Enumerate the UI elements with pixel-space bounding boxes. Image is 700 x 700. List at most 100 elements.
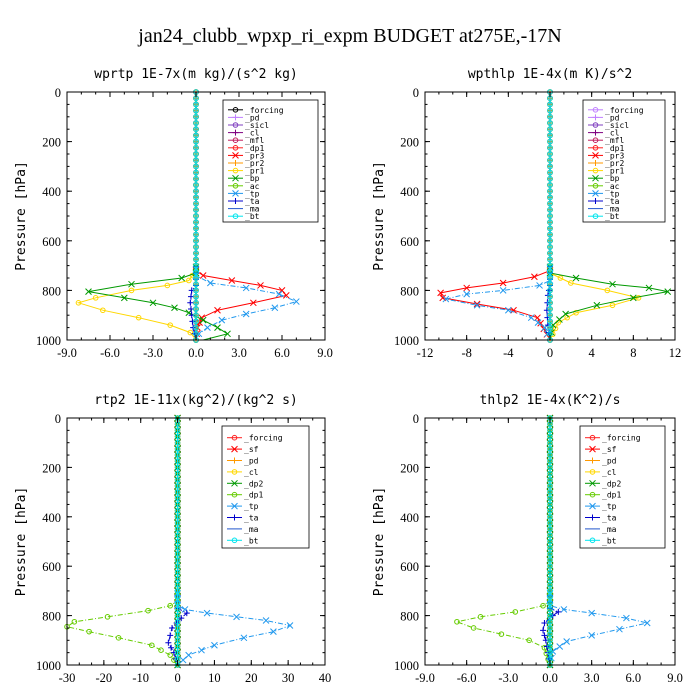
data-point xyxy=(174,514,181,520)
data-point xyxy=(271,304,279,312)
data-point xyxy=(563,638,571,645)
series-pr3 xyxy=(437,92,554,341)
panel-title: thlp2 1E-4x(K^2)/s xyxy=(480,393,621,408)
legend-marker xyxy=(232,129,239,136)
legend-label: _bt xyxy=(605,212,620,221)
panel-title: rtp2 1E-11x(kg^2)/(kg^2 s) xyxy=(94,393,298,408)
data-point xyxy=(547,194,553,201)
legend: _forcing _sf _pd _cl _dp2 _dp1 _tp _ta _ma _bt xyxy=(579,425,666,549)
data-point xyxy=(547,464,553,471)
legend-label: _bp xyxy=(245,174,260,183)
data-point xyxy=(572,274,580,282)
data-point xyxy=(547,452,553,458)
data-point xyxy=(174,495,181,502)
data-point xyxy=(588,632,596,639)
legend-label: _bt xyxy=(602,536,617,545)
y-tick-label: 800 xyxy=(42,284,61,298)
data-point xyxy=(547,262,553,269)
x-tick-label: -10 xyxy=(132,671,149,685)
data-point xyxy=(199,316,207,324)
legend-entry: _ac xyxy=(228,182,260,191)
data-point xyxy=(437,289,444,297)
data-point xyxy=(193,176,199,182)
legend-marker xyxy=(592,129,599,136)
legend-entry: _pd xyxy=(228,113,260,122)
data-point xyxy=(616,625,623,633)
data-point xyxy=(547,606,553,613)
data-point xyxy=(167,602,173,609)
data-point xyxy=(92,295,99,301)
data-point xyxy=(547,588,553,594)
data-point xyxy=(193,138,199,145)
legend-entry: _forcing xyxy=(228,106,284,115)
data-point xyxy=(543,307,550,314)
y-tick-label: 1000 xyxy=(36,334,61,348)
data-point xyxy=(185,651,192,659)
data-point xyxy=(203,609,211,617)
data-point xyxy=(187,306,194,312)
data-point xyxy=(547,312,553,319)
legend-label: _pd xyxy=(245,113,260,122)
x-tick-label: 0.0 xyxy=(542,671,558,685)
legend-label: _cl xyxy=(605,129,620,138)
data-point xyxy=(193,275,199,281)
chart-panel-1: wprtp 1E-7x(m kg)/(s^2 kg) Pressure [hPa]… xyxy=(14,67,333,360)
data-point xyxy=(623,614,630,622)
data-point xyxy=(178,274,186,282)
legend-marker xyxy=(232,167,239,174)
data-point xyxy=(198,646,205,654)
series-bt xyxy=(547,415,553,668)
data-point xyxy=(167,652,173,658)
data-point xyxy=(174,637,181,644)
legend-entry: _cl xyxy=(228,129,260,138)
data-point xyxy=(214,306,221,314)
data-point xyxy=(173,620,180,627)
legend-label: _dp1 xyxy=(245,144,264,153)
data-point xyxy=(510,306,517,314)
series-line xyxy=(439,92,551,341)
data-point xyxy=(609,302,616,309)
data-point xyxy=(547,151,553,157)
legend-marker xyxy=(592,122,599,128)
data-point xyxy=(547,625,553,631)
data-point xyxy=(547,101,553,108)
data-point xyxy=(473,301,481,309)
legend-marker xyxy=(592,167,599,174)
legend-marker xyxy=(231,479,238,487)
data-point xyxy=(174,600,181,607)
legend-label: _bp xyxy=(605,174,620,183)
y-tick-label: 1000 xyxy=(36,659,61,673)
data-point xyxy=(257,282,264,289)
data-point xyxy=(547,489,553,495)
data-point xyxy=(547,231,553,238)
data-point xyxy=(174,476,181,483)
legend-marker xyxy=(592,160,599,166)
x-tick-label: 3.0 xyxy=(231,346,247,360)
legend-entry: _forcing xyxy=(585,434,641,443)
data-point xyxy=(168,644,175,651)
data-point xyxy=(148,642,155,649)
x-tick-label: 0 xyxy=(174,671,180,685)
x-tick-label: -30 xyxy=(59,671,76,685)
data-point xyxy=(547,188,553,194)
data-point xyxy=(262,617,270,624)
data-point xyxy=(547,207,553,213)
y-axis-label: Pressure [hPa] xyxy=(14,161,29,271)
data-point xyxy=(292,298,300,305)
data-point xyxy=(547,132,553,139)
x-tick-label: 6.0 xyxy=(626,671,642,685)
legend-label: _pd xyxy=(602,457,617,466)
legend-marker xyxy=(231,469,238,475)
data-point xyxy=(547,138,553,145)
legend-entry: _bt xyxy=(585,536,617,545)
legend-entry: _ma xyxy=(585,525,617,534)
data-point xyxy=(547,594,553,600)
data-point xyxy=(463,284,471,292)
data-point xyxy=(547,649,553,656)
legend-label: _mfl xyxy=(605,136,624,145)
data-point xyxy=(547,200,553,207)
data-point xyxy=(547,439,553,446)
legend-marker xyxy=(232,114,239,121)
legend-box xyxy=(579,425,666,549)
